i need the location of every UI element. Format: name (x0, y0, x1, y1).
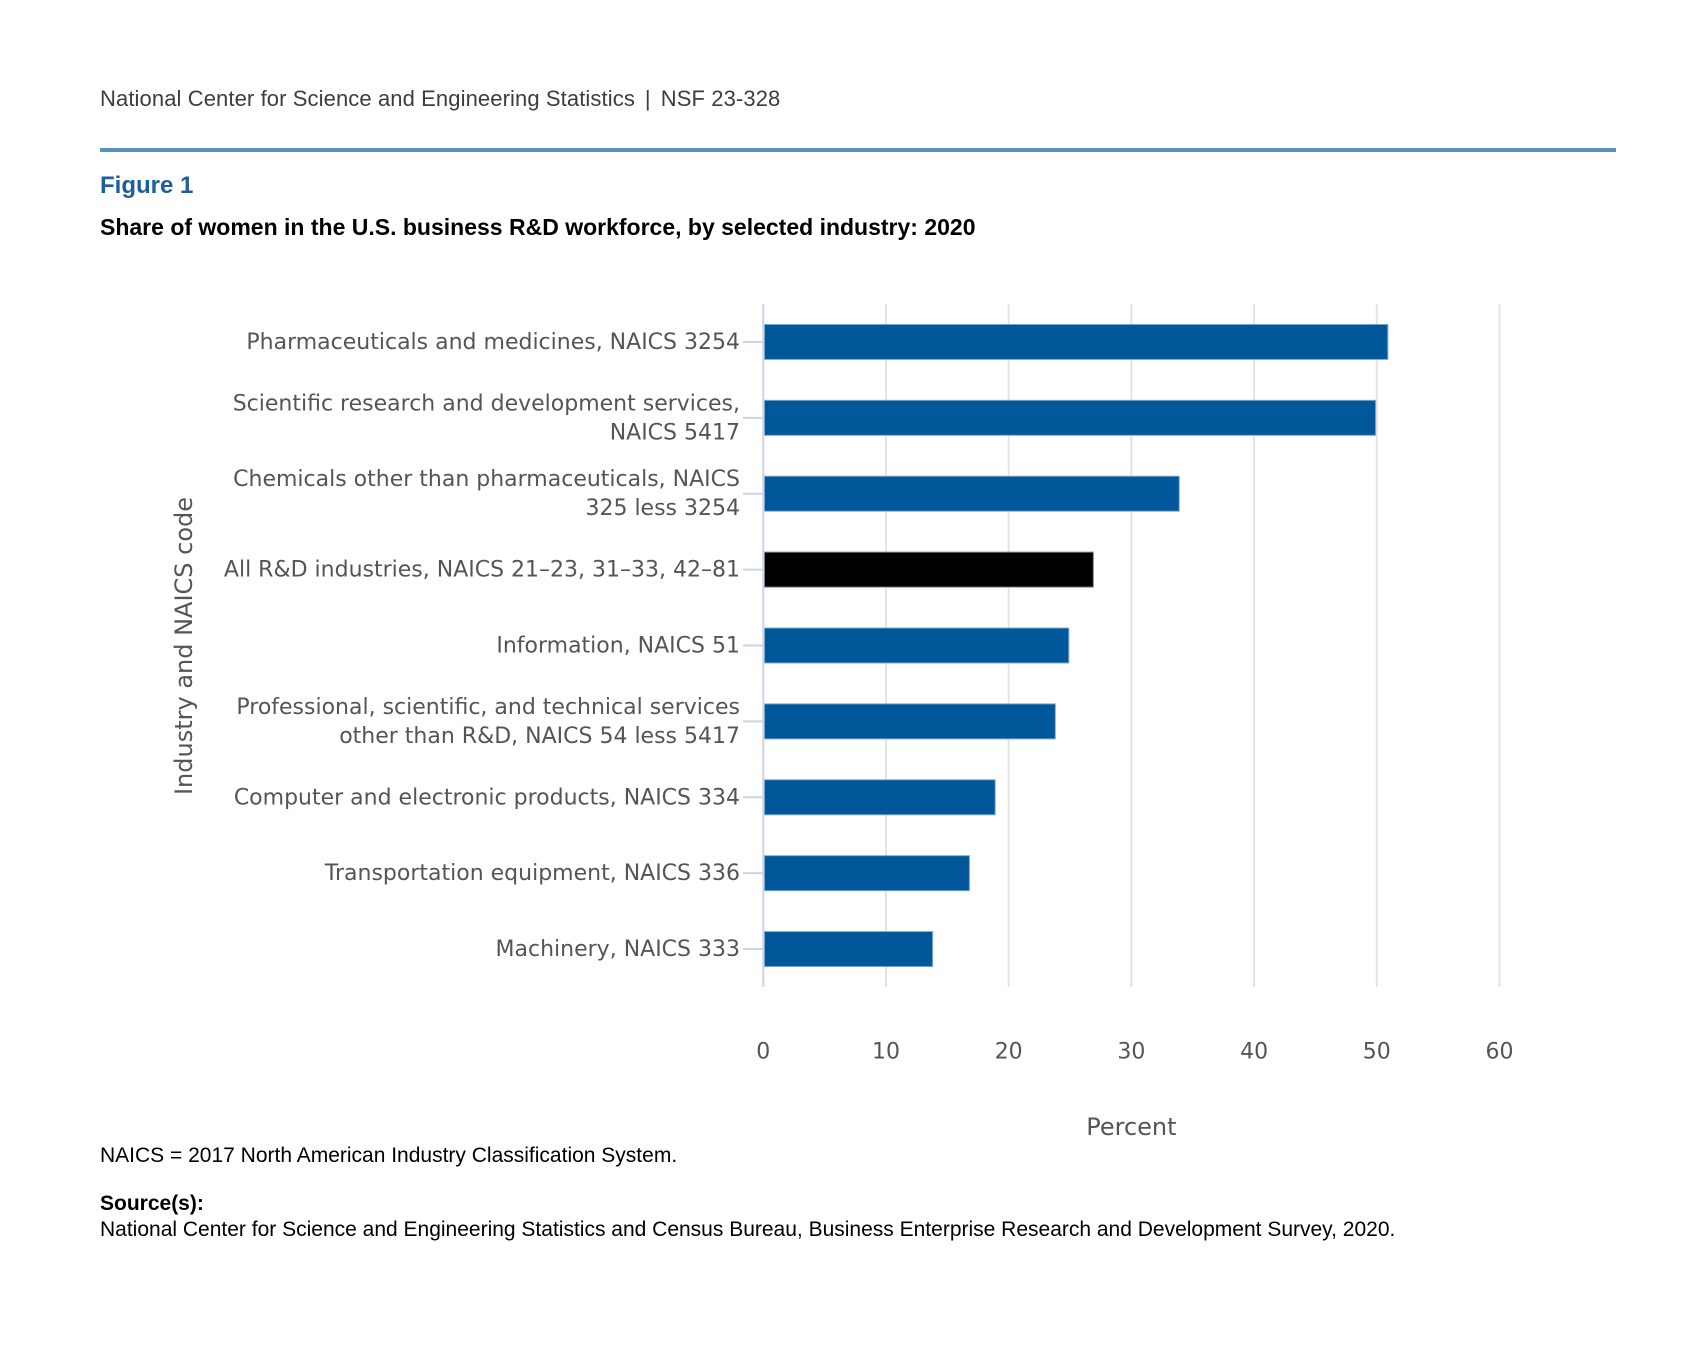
y-tick-labels: Pharmaceuticals and medicines, NAICS 325… (224, 329, 740, 961)
y-tick-label-line: Computer and electronic products, NAICS … (234, 785, 740, 810)
y-tick-label: Scientific research and development serv… (233, 391, 740, 445)
bar (763, 627, 1070, 664)
x-tick-labels: 0 10 20 30 40 50 60 (756, 1040, 1513, 1065)
figure-title: Share of women in the U.S. business R&D … (100, 214, 976, 240)
x-tick-label: 10 (872, 1040, 900, 1065)
x-tick-label: 20 (995, 1040, 1023, 1065)
y-tick-label-line: Transportation equipment, NAICS 336 (324, 861, 740, 886)
bar-chart: Pharmaceuticals and medicines, NAICS 325… (170, 304, 1514, 1140)
bar (763, 551, 1094, 588)
y-tick-label-line: Information, NAICS 51 (496, 633, 740, 658)
report-header: National Center for Science and Engineer… (100, 86, 780, 112)
y-tick-label-line: Machinery, NAICS 333 (496, 937, 740, 962)
y-tick-label: All R&D industries, NAICS 21–23, 31–33, … (224, 557, 740, 582)
footnote: NAICS = 2017 North American Industry Cla… (100, 1144, 678, 1167)
source-text: National Center for Science and Engineer… (100, 1218, 1396, 1241)
header-separator: | (644, 86, 651, 111)
source-heading: Source(s): (100, 1192, 204, 1215)
report-id: NSF 23-328 (660, 86, 781, 111)
y-tick-label-line: Scientific research and development serv… (233, 391, 740, 416)
bar (763, 855, 970, 892)
y-tick-label-line: other than R&D, NAICS 54 less 5417 (339, 723, 740, 748)
y-tick-label-line: 325 less 3254 (585, 496, 740, 521)
x-tick-label: 30 (1117, 1040, 1145, 1065)
x-axis-title: Percent (1086, 1113, 1176, 1140)
bar (763, 475, 1180, 512)
bar (763, 323, 1389, 360)
y-tick-label-line: Professional, scientific, and technical … (236, 694, 740, 719)
bar (763, 399, 1377, 436)
y-tick-label: Chemicals other than pharmaceuticals, NA… (233, 467, 740, 521)
y-tick-label: Computer and electronic products, NAICS … (234, 785, 740, 810)
y-axis-title: Industry and NAICS code (170, 497, 198, 795)
y-tick-label-line: All R&D industries, NAICS 21–23, 31–33, … (224, 557, 740, 582)
x-tick-label: 0 (756, 1040, 770, 1065)
bar (763, 779, 996, 816)
bar (763, 703, 1056, 740)
header-rule (100, 148, 1616, 152)
y-tick-label-line: Pharmaceuticals and medicines, NAICS 325… (246, 329, 740, 354)
y-tick-label: Machinery, NAICS 333 (496, 937, 740, 962)
bar (763, 931, 934, 968)
y-tick-label-line: Chemicals other than pharmaceuticals, NA… (233, 467, 740, 492)
x-tick-label: 50 (1363, 1040, 1391, 1065)
y-tick-marks (743, 340, 764, 951)
figure-label: Figure 1 (100, 172, 194, 199)
org-name: National Center for Science and Engineer… (100, 86, 635, 111)
y-tick-label: Information, NAICS 51 (496, 633, 740, 658)
x-tick-label: 40 (1240, 1040, 1268, 1065)
y-tick-label: Pharmaceuticals and medicines, NAICS 325… (246, 329, 740, 354)
y-tick-label-line: NAICS 5417 (610, 420, 740, 445)
bars (763, 323, 1389, 968)
y-tick-label: Professional, scientific, and technical … (236, 694, 740, 748)
y-tick-label: Transportation equipment, NAICS 336 (324, 861, 740, 886)
x-tick-label: 60 (1486, 1040, 1514, 1065)
